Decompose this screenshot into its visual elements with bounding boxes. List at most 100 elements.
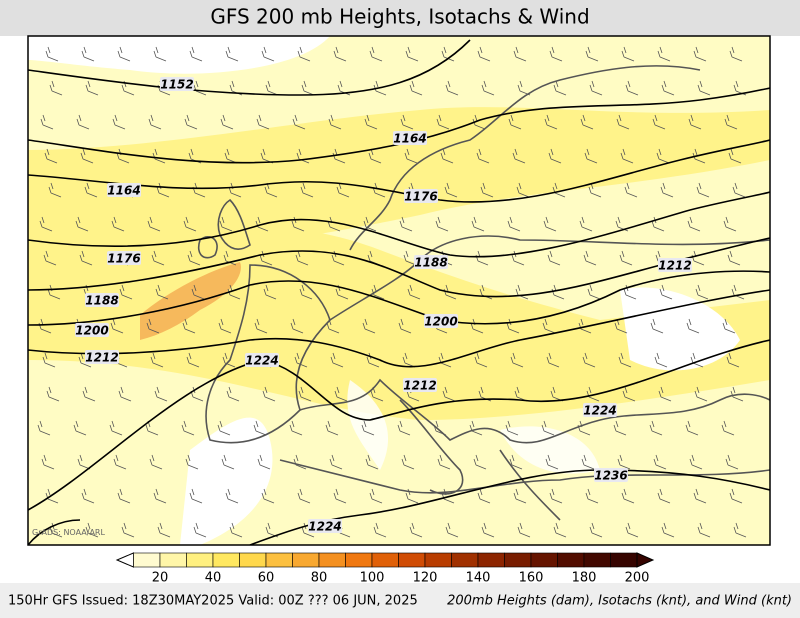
- calm-area: [347, 380, 600, 474]
- wind-barb: [333, 46, 347, 62]
- wind-barb: [579, 216, 593, 232]
- wind-barb: [110, 318, 124, 334]
- wind-barb: [121, 522, 135, 538]
- wind-barb: [117, 488, 131, 504]
- wind-barb: [442, 386, 456, 402]
- wind-barb: [445, 80, 459, 96]
- wind-barb: [621, 46, 635, 62]
- wind-barb: [693, 488, 707, 504]
- colorbar-segment: [212, 552, 240, 568]
- contour-label: 1152: [160, 78, 193, 92]
- wind-barb: [262, 386, 276, 402]
- wind-barb: [405, 46, 419, 62]
- wind-barb: [512, 148, 526, 164]
- wind-barb: [722, 318, 736, 334]
- footer-right: 200mb Heights (dam), Isotachs (knt), and…: [447, 594, 792, 609]
- wind-barb: [153, 46, 167, 62]
- wind-barb: [585, 488, 599, 504]
- wind-barb: [689, 454, 703, 470]
- wind-barb: [364, 114, 378, 130]
- wind-barb: [477, 488, 491, 504]
- contour-label-box: [75, 323, 109, 337]
- wind-barb: [43, 250, 57, 266]
- wind-barb: [548, 148, 562, 164]
- contour-label: 1176: [107, 252, 140, 266]
- wind-barb: [732, 182, 746, 198]
- wind-barb: [37, 420, 51, 436]
- wind-barb: [409, 80, 423, 96]
- wind-barb: [480, 182, 494, 198]
- wind-barb: [505, 420, 519, 436]
- wind-barb: [181, 420, 195, 436]
- wind-barb: [654, 352, 668, 368]
- colorbar-segment: [583, 552, 611, 568]
- wind-barb: [325, 420, 339, 436]
- colorbar-tick-label: 180: [572, 571, 597, 586]
- wind-barb: [507, 216, 521, 232]
- wind-barb: [547, 250, 561, 266]
- wind-barb: [119, 284, 133, 300]
- wind-barb: [147, 216, 161, 232]
- wind-barb: [85, 522, 99, 538]
- wind-barb: [155, 284, 169, 300]
- contour-label-box: [404, 189, 438, 203]
- contour-label: 1188: [85, 294, 118, 308]
- wind-barb: [659, 284, 673, 300]
- wind-barb: [220, 114, 234, 130]
- wind-barb: [328, 114, 342, 130]
- wind-barb: [112, 114, 126, 130]
- wind-barb: [587, 284, 601, 300]
- colorbar-segment: [371, 552, 399, 568]
- wind-barb: [84, 182, 98, 198]
- wind-barb: [109, 420, 123, 436]
- wind-barb: [549, 46, 563, 62]
- wind-barb: [721, 420, 735, 436]
- wind-barb: [79, 250, 93, 266]
- wind-barb: [620, 148, 634, 164]
- wind-barb: [113, 454, 127, 470]
- wind-barb: [652, 114, 666, 130]
- wind-barb: [121, 80, 135, 96]
- wind-barb: [723, 216, 737, 232]
- wind-barb: [39, 216, 53, 232]
- wind-barb: [261, 46, 275, 62]
- wind-barb: [335, 284, 349, 300]
- wind-barb: [297, 488, 311, 504]
- wind-barb: [219, 216, 233, 232]
- wind-barb: [81, 488, 95, 504]
- colorbar-tick-label: 80: [311, 571, 328, 586]
- wind-barb: [445, 522, 459, 538]
- wind-barb: [476, 148, 490, 164]
- wind-barb: [111, 216, 125, 232]
- colorbar: 20 40 60 80 100 120 140 160 180 200: [115, 552, 655, 586]
- wind-barb: [187, 250, 201, 266]
- wind-barb: [397, 420, 411, 436]
- wind-barb: [543, 216, 557, 232]
- wind-barb: [695, 284, 709, 300]
- wind-barb: [690, 352, 704, 368]
- wind-barb: [613, 420, 627, 436]
- coastlines: [197, 65, 770, 521]
- contour-label-box: [85, 350, 119, 364]
- wind-barb: [541, 420, 555, 436]
- contour-label-box: [424, 314, 458, 328]
- wind-barb: [546, 352, 560, 368]
- colorbar-segment: [504, 552, 532, 568]
- wind-barb: [508, 114, 522, 130]
- wind-barb: [153, 488, 167, 504]
- wind-barb: [409, 522, 423, 538]
- wind-barb: [221, 454, 235, 470]
- wind-barb: [437, 454, 451, 470]
- title-bar: [0, 0, 800, 36]
- contour-label: 1176: [404, 190, 437, 204]
- wind-barb: [82, 386, 96, 402]
- wind-barb: [553, 80, 567, 96]
- contour-label-box: [594, 468, 628, 482]
- colorbar-end: [636, 552, 655, 568]
- wind-barb: [40, 114, 54, 130]
- colorbar-segment: [133, 552, 161, 568]
- wind-barb: [589, 522, 603, 538]
- wind-barb: [516, 182, 530, 198]
- calm-area: [180, 417, 273, 545]
- wind-barb: [542, 318, 556, 334]
